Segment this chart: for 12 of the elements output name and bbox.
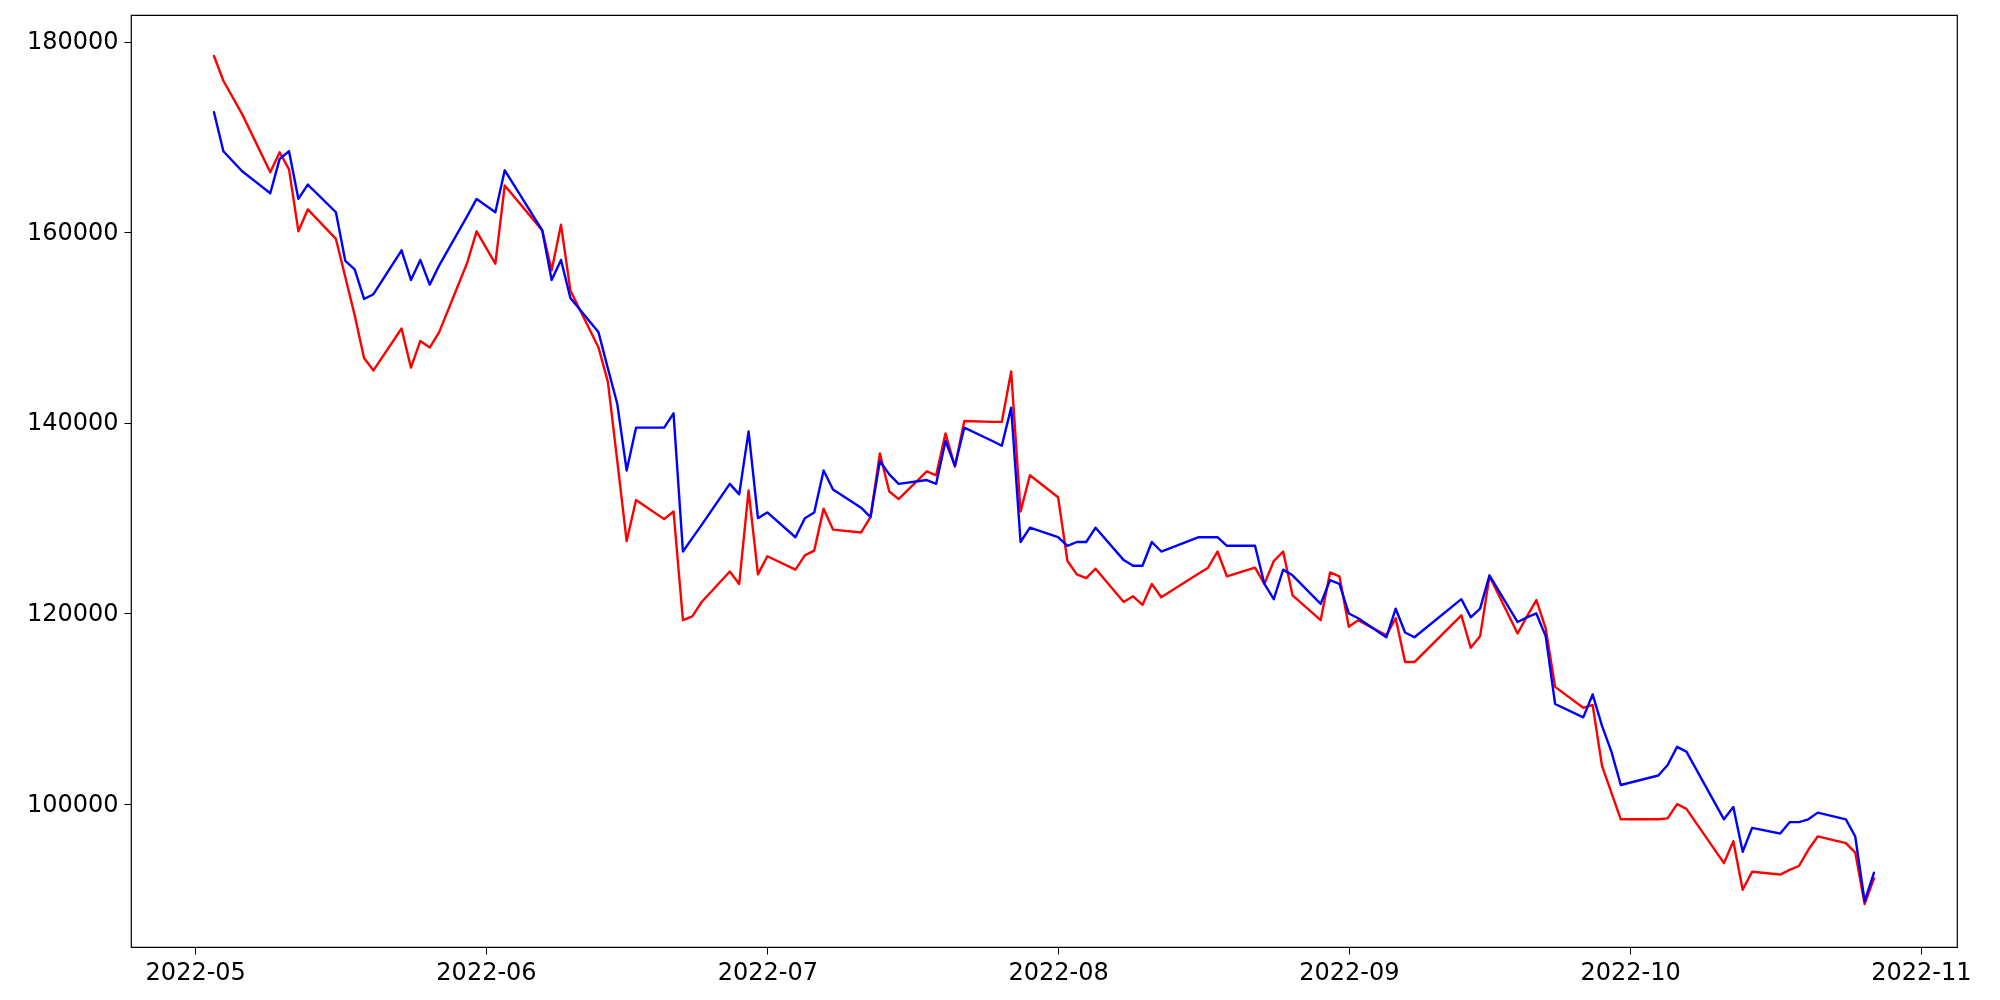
x-tick-label: 2022-07 [717,957,818,986]
x-tick-label: 2022-10 [1580,957,1681,986]
x-tick-label: 2022-05 [145,957,246,986]
y-tick-label: 120000 [26,598,119,627]
y-tick-label: 160000 [26,217,119,246]
x-tick-label: 2022-08 [1008,957,1109,986]
x-tick-label: 2022-09 [1299,957,1400,986]
x-tick-label: 2022-11 [1871,957,1972,986]
x-tick-label: 2022-06 [436,957,537,986]
y-tick-label: 180000 [26,27,119,56]
y-tick-label: 100000 [26,789,119,818]
y-tick-label: 140000 [26,408,119,437]
